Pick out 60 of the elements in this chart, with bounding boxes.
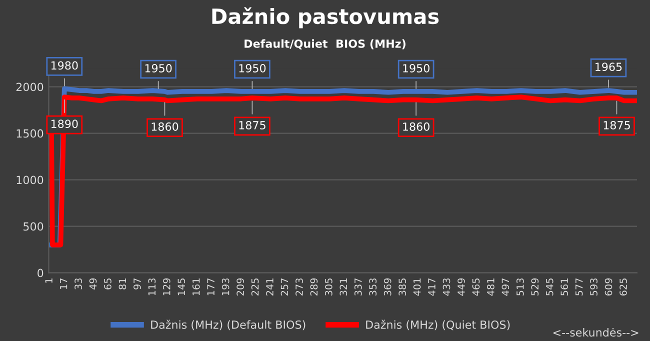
x-tick-label: 177 (207, 278, 214, 296)
x-tick-label: 113 (148, 278, 156, 296)
annotation: 1980 (51, 61, 78, 70)
x-tick-label: 385 (398, 278, 406, 296)
x-tick-label: 369 (384, 278, 392, 296)
x-tick-label: 417 (428, 278, 436, 296)
annotation: 1950 (145, 64, 172, 72)
x-tick-label: 209 (236, 278, 244, 296)
x-tick-label: 433 (442, 278, 450, 296)
x-tick-label: 1 (45, 278, 52, 283)
y-tick-label: 0 (38, 268, 44, 278)
x-tick-label: 49 (89, 278, 97, 290)
x-tick-label: 513 (516, 278, 524, 296)
chart-subtitle: Default/Quiet BIOS (MHz) (244, 39, 406, 50)
x-tick-label: 465 (472, 278, 480, 296)
x-tick-label: 193 (222, 278, 230, 296)
x-tick-label: 529 (531, 278, 539, 296)
x-tick-label: 161 (192, 278, 200, 296)
x-tick-label: 65 (104, 278, 112, 290)
annotation: 1965 (596, 62, 622, 72)
annotation: 1875 (604, 121, 630, 130)
x-tick-label: 305 (324, 278, 332, 296)
y-tick-label: 2000 (16, 82, 44, 92)
annotation: 1950 (239, 64, 266, 72)
y-tick-label: 1500 (16, 129, 44, 138)
annotation: 1875 (239, 121, 266, 130)
x-tick-label: 257 (280, 278, 288, 296)
x-tick-label: 241 (266, 278, 274, 296)
x-tick-label: 609 (604, 278, 612, 296)
legend-label: Dažnis (MHz) (Default BIOS) (151, 320, 306, 330)
x-tick-label: 337 (354, 278, 362, 296)
y-tick-label: 500 (24, 222, 44, 231)
x-tick-label: 545 (546, 278, 554, 296)
x-tick-label: 353 (369, 278, 377, 296)
x-tick-label: 129 (162, 278, 170, 296)
x-tick-label: 497 (502, 278, 510, 296)
y-tick-label: 1000 (16, 176, 44, 184)
x-tick-label: 401 (413, 278, 421, 296)
x-tick-label: 321 (340, 278, 348, 296)
x-tick-label: 225 (251, 278, 259, 296)
x-tick-label: 289 (310, 278, 318, 296)
x-tick-label: 593 (590, 278, 598, 296)
x-tick-label: 561 (560, 278, 568, 296)
annotation: 1890 (51, 120, 78, 128)
x-tick-label: 577 (576, 278, 583, 296)
x-tick-label: 81 (118, 278, 126, 290)
x-tick-label: 17 (60, 278, 68, 289)
x-tick-label: 449 (458, 278, 465, 296)
annotation: 1950 (403, 64, 430, 72)
annotation: 1860 (152, 122, 178, 131)
x-tick-label: 273 (296, 278, 303, 296)
x-tick-label: 145 (178, 278, 186, 296)
annotation: 1860 (403, 122, 430, 131)
x-tick-label: 33 (74, 278, 82, 290)
x-axis-title: <--sekundės--> (553, 328, 638, 337)
chart-title: Dažnio pastovumas (212, 7, 439, 28)
x-tick-label: 97 (134, 278, 141, 290)
x-tick-label: 481 (487, 278, 494, 296)
legend-label: Dažnis (MHz) (Quiet BIOS) (366, 320, 510, 330)
x-tick-label: 625 (620, 278, 627, 296)
